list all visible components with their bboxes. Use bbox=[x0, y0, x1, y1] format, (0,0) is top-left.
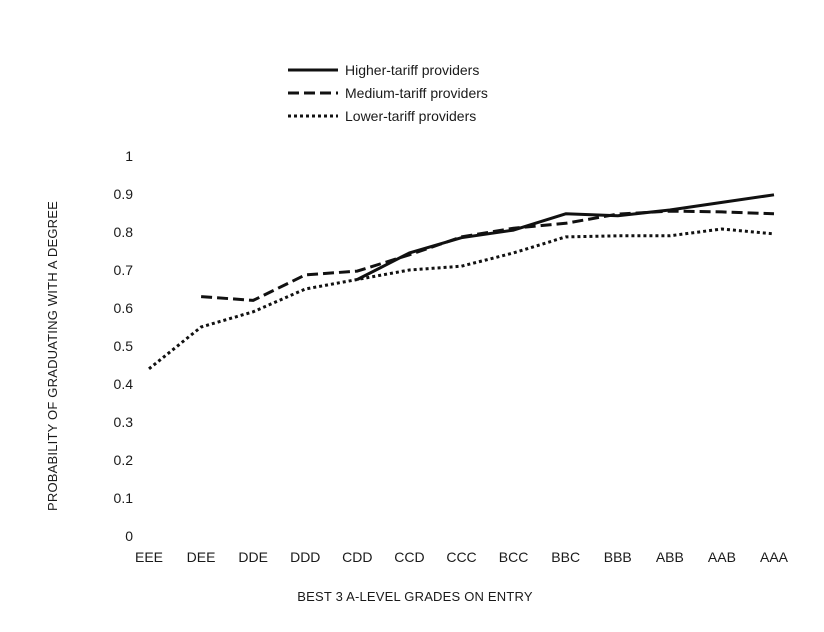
x-tick-label: CCC bbox=[446, 549, 476, 565]
legend-label: Lower-tariff providers bbox=[345, 108, 476, 124]
y-tick-label: 0.9 bbox=[114, 186, 134, 202]
series-line-dotted bbox=[148, 227, 775, 370]
x-axis-title: BEST 3 A-LEVEL GRADES ON ENTRY bbox=[297, 589, 533, 604]
x-axis-ticks: EEE DEE DDE DDD CDD CCD CCC BCC BBC BBB ABB AAB AAA bbox=[135, 549, 789, 565]
y-tick-label: 0.1 bbox=[114, 490, 134, 506]
y-tick-label: 0.7 bbox=[114, 262, 134, 278]
legend-label: Higher-tariff providers bbox=[345, 62, 479, 78]
y-tick-label: 0.6 bbox=[114, 300, 134, 316]
x-tick-label: ABB bbox=[656, 549, 684, 565]
legend: Higher-tariff providers Medium-tariff pro… bbox=[288, 62, 488, 124]
y-tick-label: 1 bbox=[125, 148, 133, 164]
x-tick-label: BCC bbox=[499, 549, 529, 565]
y-tick-label: 0.5 bbox=[114, 338, 134, 354]
x-tick-label: DEE bbox=[187, 549, 216, 565]
x-tick-label: DDE bbox=[238, 549, 268, 565]
x-tick-label: CCD bbox=[394, 549, 424, 565]
y-tick-label: 0 bbox=[125, 528, 133, 544]
y-tick-label: 0.8 bbox=[114, 224, 134, 240]
x-tick-label: BBB bbox=[604, 549, 632, 565]
y-axis-title: PROBABILITY OF GRADUATING WITH A DEGREE bbox=[45, 201, 60, 511]
x-tick-label: CDD bbox=[342, 549, 372, 565]
y-tick-label: 0.4 bbox=[114, 376, 134, 392]
series-line-solid bbox=[356, 193, 775, 281]
x-tick-label: AAB bbox=[708, 549, 736, 565]
legend-label: Medium-tariff providers bbox=[345, 85, 488, 101]
y-tick-label: 0.2 bbox=[114, 452, 134, 468]
y-axis-ticks: 0 0.1 0.2 0.3 0.4 0.5 0.6 0.7 0.8 0.9 1 bbox=[114, 148, 134, 544]
x-tick-label: AAA bbox=[760, 549, 789, 565]
x-tick-label: DDD bbox=[290, 549, 320, 565]
x-tick-label: BBC bbox=[551, 549, 580, 565]
y-tick-label: 0.3 bbox=[114, 414, 134, 430]
series-line-dashed bbox=[200, 209, 775, 302]
series-lines bbox=[148, 193, 775, 370]
x-tick-label: EEE bbox=[135, 549, 163, 565]
